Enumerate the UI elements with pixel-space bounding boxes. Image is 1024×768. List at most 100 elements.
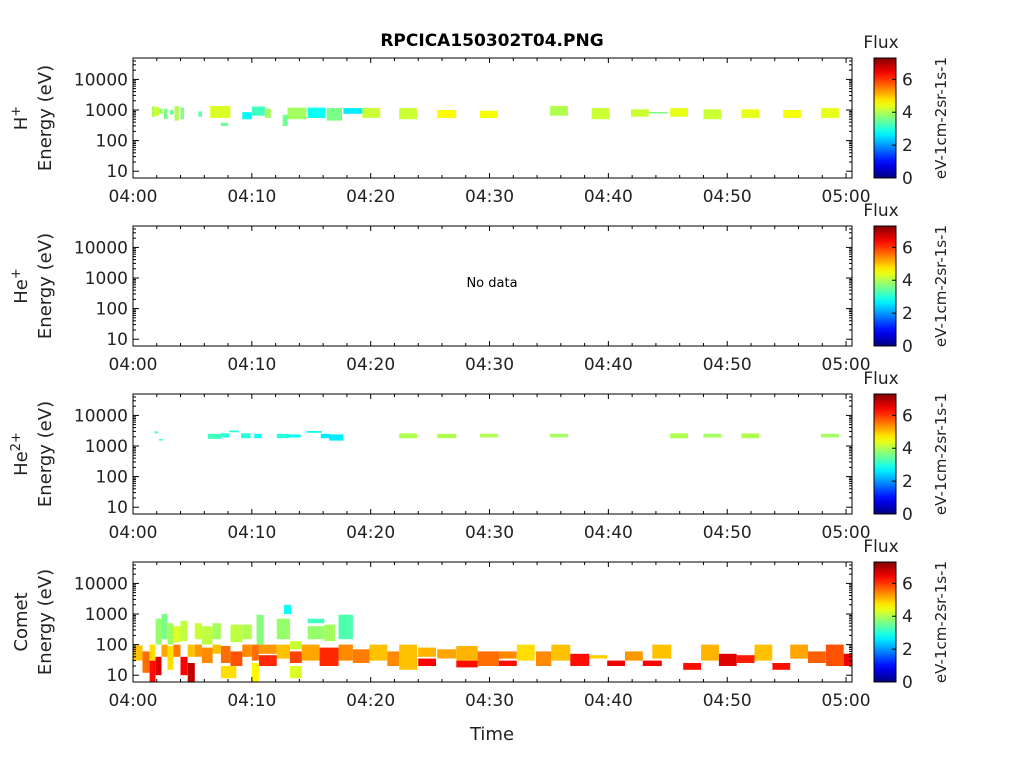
flux-cell <box>301 644 320 661</box>
flux-cell <box>551 644 571 661</box>
flux-cell <box>282 114 288 126</box>
flux-cell <box>149 660 156 682</box>
flux-cell <box>399 433 417 439</box>
flux-cell <box>808 651 826 663</box>
y-tick-label: 100 <box>96 636 128 656</box>
flux-cell <box>251 644 259 661</box>
flux-cell <box>625 651 643 661</box>
colorbar <box>873 225 897 347</box>
panel-1: 04:00 04:10 04:20 04:30 04:40 04:50 05:00 10 100… <box>9 33 951 207</box>
flux-cell <box>307 618 325 624</box>
flux-cell <box>180 656 188 676</box>
colorbar-unit: eV-1cm-2sr-1s-1 <box>932 225 950 347</box>
colorbar <box>873 561 897 683</box>
colorbar-tick-label: 4 <box>902 103 913 123</box>
flux-cell <box>133 645 143 661</box>
colorbar-tick-label: 6 <box>902 574 913 594</box>
flux-cell <box>754 644 773 661</box>
flux-cell <box>289 666 302 679</box>
flux-cell <box>821 108 839 118</box>
flux-cell <box>591 108 610 120</box>
flux-cell <box>306 431 322 433</box>
flux-cell <box>242 624 252 640</box>
y-tick-label: 10000 <box>74 70 128 90</box>
flux-cell <box>259 655 277 666</box>
flux-cell <box>499 651 517 659</box>
flux-cell <box>201 647 213 664</box>
flux-cell <box>251 663 259 682</box>
flux-cell <box>161 614 168 640</box>
flux-cell <box>152 106 155 117</box>
flux-cell <box>276 433 289 439</box>
flux-cell <box>843 653 852 666</box>
species-label: Comet <box>11 592 32 651</box>
x-tick-label: 04:30 <box>465 523 514 543</box>
x-tick-label: 04:40 <box>584 523 633 543</box>
x-tick-label: 04:00 <box>109 691 158 711</box>
x-tick-label: 04:10 <box>227 187 276 207</box>
flux-cell <box>418 658 436 666</box>
flux-cell <box>259 644 277 654</box>
colorbar-tick-label: 0 <box>902 169 913 189</box>
x-tick-label: 04:20 <box>346 187 395 207</box>
flux-cell <box>703 433 722 438</box>
flux-cell <box>276 618 290 640</box>
colorbar-title: Flux <box>863 33 898 53</box>
flux-cell <box>352 649 370 663</box>
x-tick-label: 04:00 <box>109 355 158 375</box>
y-axis-label: Energy (eV) <box>35 65 56 171</box>
flux-cell <box>180 107 185 120</box>
flux-cell <box>783 110 801 118</box>
flux-cell <box>456 646 478 661</box>
x-tick-label: 04:40 <box>584 691 633 711</box>
x-tick-label: 04:30 <box>465 691 514 711</box>
no-data-note: No data <box>466 276 517 291</box>
flux-cell <box>718 653 737 666</box>
flux-cell <box>772 663 791 670</box>
x-tick-label: 04:50 <box>703 691 752 711</box>
colorbar-tick-label: 6 <box>902 406 913 426</box>
flux-cell <box>169 110 174 115</box>
chart-title: RPCICA150302T04.PNG <box>380 31 604 51</box>
flux-cell <box>550 433 568 438</box>
x-tick-label: 04:00 <box>109 187 158 207</box>
flux-cell <box>362 108 381 118</box>
x-tick-label: 05:00 <box>822 187 871 207</box>
x-tick-label: 05:00 <box>822 691 871 711</box>
x-tick-label: 04:10 <box>227 355 276 375</box>
flux-cell <box>670 433 688 439</box>
flux-cell <box>670 108 688 117</box>
flux-cell <box>220 122 228 126</box>
species-charge: + <box>9 268 24 279</box>
y-tick-label: 100 <box>96 468 128 488</box>
x-tick-label: 04:30 <box>465 355 514 375</box>
flux-cell <box>480 433 498 438</box>
flux-cell <box>319 647 339 666</box>
flux-cell <box>276 644 290 659</box>
x-tick-label: 04:20 <box>346 355 395 375</box>
axes-frame <box>132 57 853 179</box>
flux-cell <box>652 644 672 659</box>
flux-cell <box>607 660 625 666</box>
flux-cell <box>550 106 568 116</box>
flux-cell <box>159 438 163 441</box>
flux-cell <box>174 106 179 121</box>
flux-cell <box>210 106 231 118</box>
flux-cell <box>180 620 188 642</box>
colorbar-tick-label: 0 <box>902 673 913 693</box>
flux-cell <box>287 107 307 120</box>
flux-cell <box>499 660 517 666</box>
flux-cell <box>201 626 213 645</box>
x-tick-label: 04:20 <box>346 691 395 711</box>
flux-cell <box>683 663 701 670</box>
flux-cell <box>155 618 162 645</box>
x-tick-label: 04:30 <box>465 187 514 207</box>
flux-cell <box>456 660 478 668</box>
y-axis-label: Energy (eV) <box>35 401 56 507</box>
flux-cell <box>642 660 662 666</box>
flux-cell <box>437 433 457 439</box>
y-tick-label: 1000 <box>85 605 128 625</box>
flux-cell <box>343 108 363 114</box>
flux-cell <box>159 108 163 114</box>
colorbar-title: Flux <box>863 369 898 389</box>
